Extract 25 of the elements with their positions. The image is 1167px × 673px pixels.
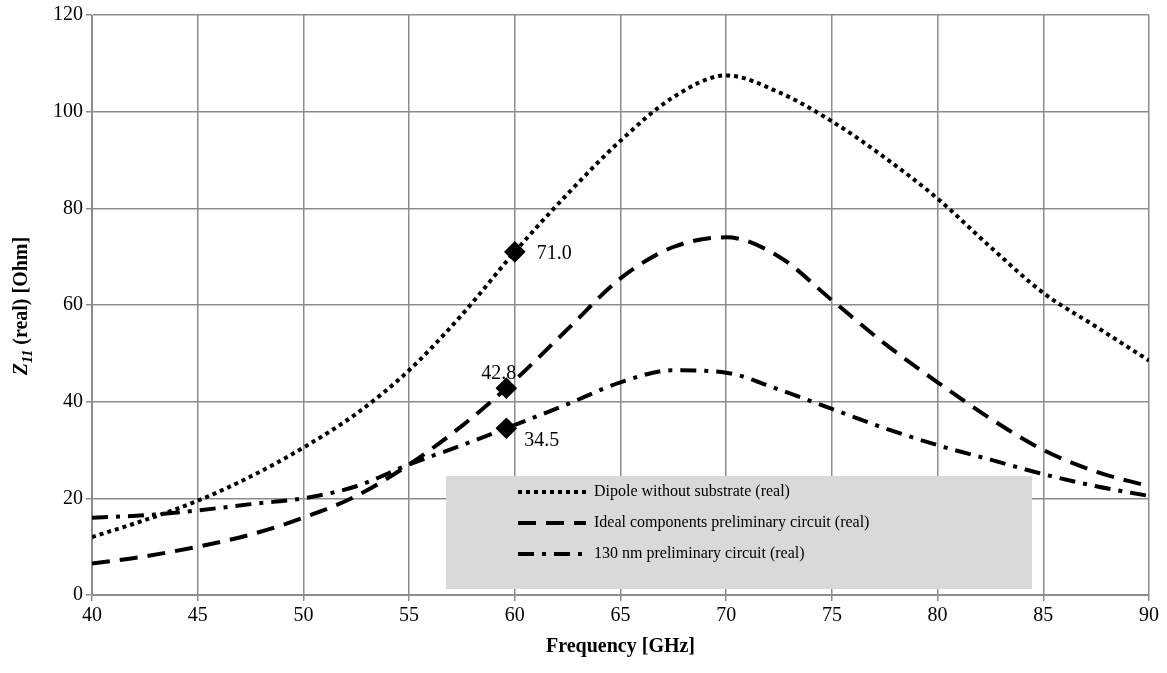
x-tick-label: 80 <box>927 603 948 626</box>
y-tick-label: 40 <box>63 388 83 411</box>
x-tick-label: 55 <box>399 603 420 626</box>
x-tick-label: 75 <box>821 603 842 626</box>
y-tick-label: 60 <box>63 292 83 315</box>
legend-label: 130 nm preliminary circuit (real) <box>594 544 805 563</box>
y-tick-label: 0 <box>73 582 83 605</box>
x-tick-label: 45 <box>187 603 208 626</box>
y-tick-label: 80 <box>63 195 83 218</box>
y-tick-label: 100 <box>53 98 83 121</box>
x-tick-label: 90 <box>1139 603 1159 626</box>
y-tick-label: 20 <box>63 485 83 508</box>
data-label: 42.8 <box>481 361 517 384</box>
x-tick-label: 60 <box>504 603 525 626</box>
x-tick-label: 65 <box>610 603 631 626</box>
data-label: 34.5 <box>524 427 560 450</box>
x-tick-label: 70 <box>716 603 737 626</box>
x-axis-title: Frequency [GHz] <box>545 634 696 658</box>
x-tick-label: 50 <box>293 603 314 626</box>
data-label: 71.0 <box>536 241 572 264</box>
x-tick-label: 85 <box>1033 603 1054 626</box>
y-tick-label: 120 <box>53 2 83 25</box>
legend-label: Dipole without substrate (real) <box>594 482 790 501</box>
legend-label: Ideal components preliminary circuit (real) <box>594 513 870 532</box>
x-tick-label: 40 <box>82 603 102 626</box>
